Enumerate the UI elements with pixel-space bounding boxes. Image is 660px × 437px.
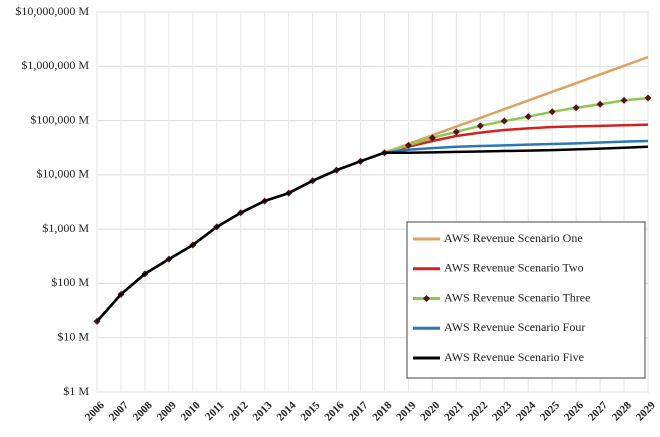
x-tick-label: 2029 [634, 399, 658, 423]
legend-label: AWS Revenue Scenario Three [444, 290, 590, 304]
legend-label: AWS Revenue Scenario Two [444, 261, 584, 275]
x-tick-label: 2018 [370, 399, 394, 423]
x-tick-label: 2021 [442, 399, 466, 423]
x-tick-label: 2017 [346, 399, 370, 423]
series-marker [524, 113, 532, 121]
series-marker [452, 128, 460, 136]
x-tick-label: 2025 [538, 399, 562, 423]
series-line [96, 145, 649, 323]
x-tick-label: 2024 [514, 399, 538, 423]
x-tick-label: 2008 [131, 399, 155, 423]
series-marker [596, 100, 604, 108]
x-tick-label: 2020 [418, 399, 442, 423]
x-tick-label: 2006 [83, 399, 107, 423]
x-tick-label: 2016 [322, 399, 346, 423]
series-marker [476, 122, 484, 130]
legend-label: AWS Revenue Scenario One [444, 231, 583, 245]
y-tick-label: $1,000 M [42, 221, 89, 235]
y-tick-label: $10 M [57, 329, 89, 343]
series-marker [428, 134, 436, 142]
y-tick-label: $10,000,000 M [15, 4, 89, 18]
y-tick-label: $1 M [63, 384, 89, 398]
x-tick-label: 2007 [107, 399, 131, 423]
x-tick-label: 2026 [562, 399, 586, 423]
x-tick-label: 2028 [610, 399, 634, 423]
x-tick-label: 2019 [394, 399, 418, 423]
legend-label: AWS Revenue Scenario Four [444, 320, 585, 334]
x-tick-label: 2009 [155, 399, 179, 423]
series-marker [620, 96, 628, 104]
y-tick-label: $100 M [51, 275, 89, 289]
x-tick-label: 2022 [466, 399, 490, 423]
y-tick-label: $100,000 M [30, 112, 89, 126]
y-tick-label: $1,000,000 M [21, 58, 89, 72]
x-tick-label: 2011 [203, 399, 227, 423]
legend-marker [423, 295, 430, 302]
x-tick-label: 2015 [298, 399, 322, 423]
legend-label: AWS Revenue Scenario Five [444, 350, 584, 364]
x-tick-label: 2014 [275, 399, 299, 423]
x-tick-label: 2027 [586, 399, 610, 423]
series-marker [500, 117, 508, 125]
x-tick-label: 2012 [227, 399, 251, 423]
series-marker [404, 141, 412, 149]
x-tick-label: 2023 [490, 399, 514, 423]
legend-box [406, 221, 646, 379]
y-tick-label: $10,000 M [36, 167, 89, 181]
x-tick-label: 2010 [179, 399, 203, 423]
series-marker [572, 104, 580, 112]
series-marker [644, 94, 652, 102]
series-marker [548, 108, 556, 116]
x-tick-label: 2013 [251, 399, 275, 423]
